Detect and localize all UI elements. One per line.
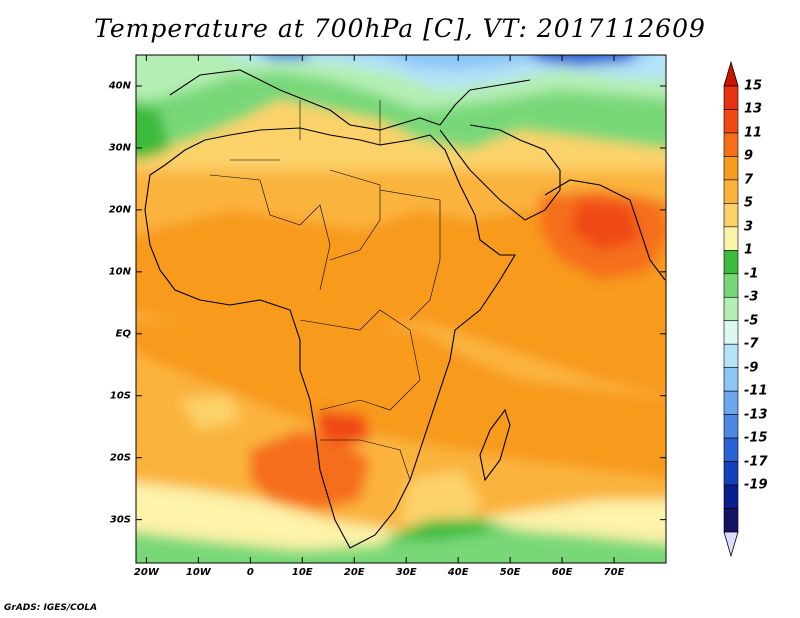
colorbar-swatch	[723, 484, 739, 509]
colorbar-label: -3	[744, 289, 759, 305]
colorbar-swatch	[723, 343, 739, 368]
lon-label: 10E	[291, 567, 313, 578]
colorbar-label: 7	[744, 172, 754, 188]
colorbar-swatch	[723, 461, 739, 486]
lat-label: 30S	[109, 514, 131, 526]
colorbar-swatch	[723, 273, 739, 298]
country-borders	[209, 100, 441, 481]
colorbar-swatch	[723, 132, 739, 157]
colorbar-label: -17	[744, 454, 768, 470]
colorbar-swatch	[723, 296, 739, 322]
colorbar-bottom-arrow	[723, 531, 739, 558]
lon-label: 10W	[185, 567, 211, 578]
lat-label: 10N	[108, 266, 131, 278]
colorbar-label: 5	[744, 195, 754, 211]
colorbar-swatch	[723, 437, 739, 462]
colorbar-swatch	[723, 156, 739, 181]
lat-ticks	[136, 85, 666, 521]
colorbar-label: 15	[744, 78, 763, 94]
lon-label: 70E	[603, 567, 625, 578]
lat-label: 10S	[109, 390, 131, 402]
colorbar-label: 9	[744, 148, 754, 164]
colorbar-label: -9	[744, 360, 759, 376]
colorbar-label: 3	[744, 219, 754, 235]
colorbar-swatch	[723, 414, 739, 439]
temperature-field	[136, 55, 666, 563]
colorbar-label: -13	[744, 407, 768, 423]
colorbar-swatch	[723, 203, 739, 228]
colorbar-swatch	[723, 320, 739, 345]
colorbar-label: -5	[744, 313, 759, 329]
colorbar-label: -11	[744, 383, 768, 399]
lon-label: 30E	[395, 567, 417, 578]
lon-label: 0	[246, 567, 254, 578]
lon-label: 50E	[499, 567, 521, 578]
coastlines	[144, 69, 666, 549]
colorbar-label: -7	[744, 336, 759, 352]
colorbar-swatch	[723, 367, 739, 392]
colorbar-label: 1	[744, 242, 754, 258]
lon-label: 40E	[447, 567, 469, 578]
lat-label: EQ	[115, 328, 131, 340]
credit-text: GrADS: IGES/COLA	[4, 603, 98, 613]
lat-label: 40N	[108, 80, 131, 92]
lon-ticks	[145, 55, 615, 563]
lat-label: 20S	[109, 452, 131, 464]
colorbar-top-arrow	[723, 60, 739, 87]
map-frame	[135, 54, 667, 564]
colorbar-swatch	[723, 85, 739, 110]
colorbar-label: 13	[744, 101, 763, 117]
colorbar	[723, 60, 739, 558]
colorbar-label: -19	[744, 477, 768, 493]
colorbar-swatch	[723, 390, 739, 415]
lon-label: 20W	[133, 567, 159, 578]
colorbar-label: -15	[744, 430, 768, 446]
colorbar-label: -1	[744, 266, 759, 282]
colorbar-label: 11	[744, 125, 763, 141]
lat-label: 30N	[108, 142, 131, 154]
colorbar-swatch	[723, 109, 739, 134]
lon-label: 20E	[343, 567, 365, 578]
colorbar-swatch	[723, 250, 739, 275]
map-title: Temperature at 700hPa [C], VT: 201711260…	[94, 14, 706, 43]
colorbar-swatch	[723, 179, 739, 204]
colorbar-swatch	[723, 226, 739, 251]
lat-label: 20N	[108, 204, 131, 216]
lon-label: 60E	[551, 567, 573, 578]
colorbar-swatch	[723, 508, 739, 533]
